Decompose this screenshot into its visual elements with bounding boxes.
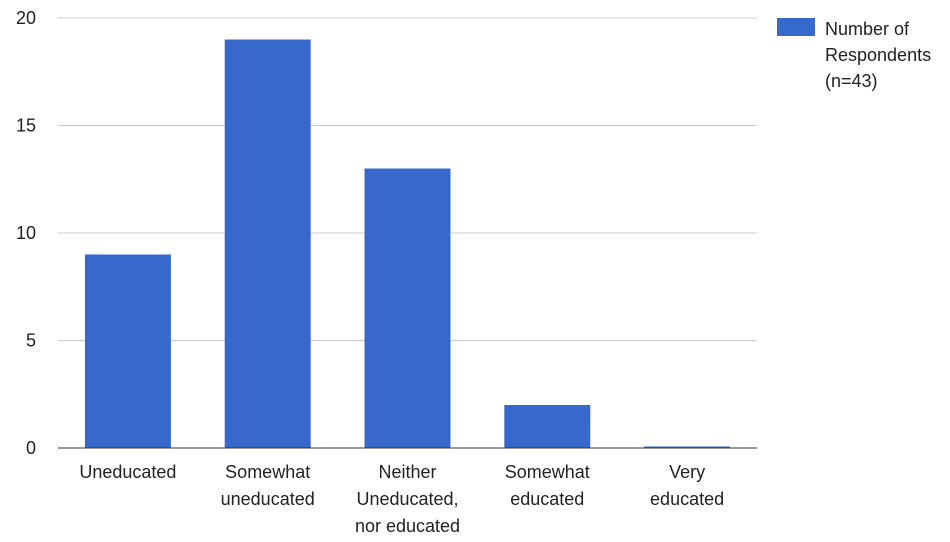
y-tick-label: 20 — [16, 8, 36, 28]
x-category-label: Very educated — [650, 462, 724, 509]
y-tick-label: 5 — [26, 331, 36, 351]
legend-label: (n=43) — [825, 71, 878, 91]
x-category-label-line: Somewhat — [225, 462, 310, 482]
x-category-label: Uneducated — [79, 462, 176, 482]
legend-swatch — [777, 18, 815, 36]
x-category-label-line: uneducated — [221, 489, 315, 509]
bars — [84, 39, 731, 448]
legend: Number of Respondents (n=43) — [777, 18, 931, 91]
x-category-label-line: nor educated — [355, 516, 460, 536]
y-axis-ticks: 0 5 10 15 20 — [16, 8, 36, 458]
x-category-label-line: educated — [510, 489, 584, 509]
bar — [504, 405, 591, 448]
y-tick-label: 15 — [16, 116, 36, 136]
x-category-label-line: Neither — [378, 462, 436, 482]
x-category-label-line: Uneducated, — [356, 489, 458, 509]
y-tick-label: 10 — [16, 223, 36, 243]
bar — [644, 446, 731, 448]
x-category-label: Neither Uneducated, nor educated — [355, 462, 460, 536]
x-category-label: Somewhat educated — [505, 462, 590, 509]
y-tick-label: 0 — [26, 438, 36, 458]
x-axis-labels: Uneducated Somewhat uneducated Neither Unedu… — [79, 462, 724, 536]
bar — [224, 39, 311, 448]
x-category-label-line: Very — [669, 462, 705, 482]
bar — [84, 254, 171, 448]
x-category-label: Somewhat uneducated — [221, 462, 315, 509]
x-category-label-line: Uneducated — [79, 462, 176, 482]
bar — [364, 168, 451, 448]
x-category-label-line: educated — [650, 489, 724, 509]
x-category-label-line: Somewhat — [505, 462, 590, 482]
legend-label: Number of — [825, 19, 910, 39]
legend-label: Respondents — [825, 45, 931, 65]
